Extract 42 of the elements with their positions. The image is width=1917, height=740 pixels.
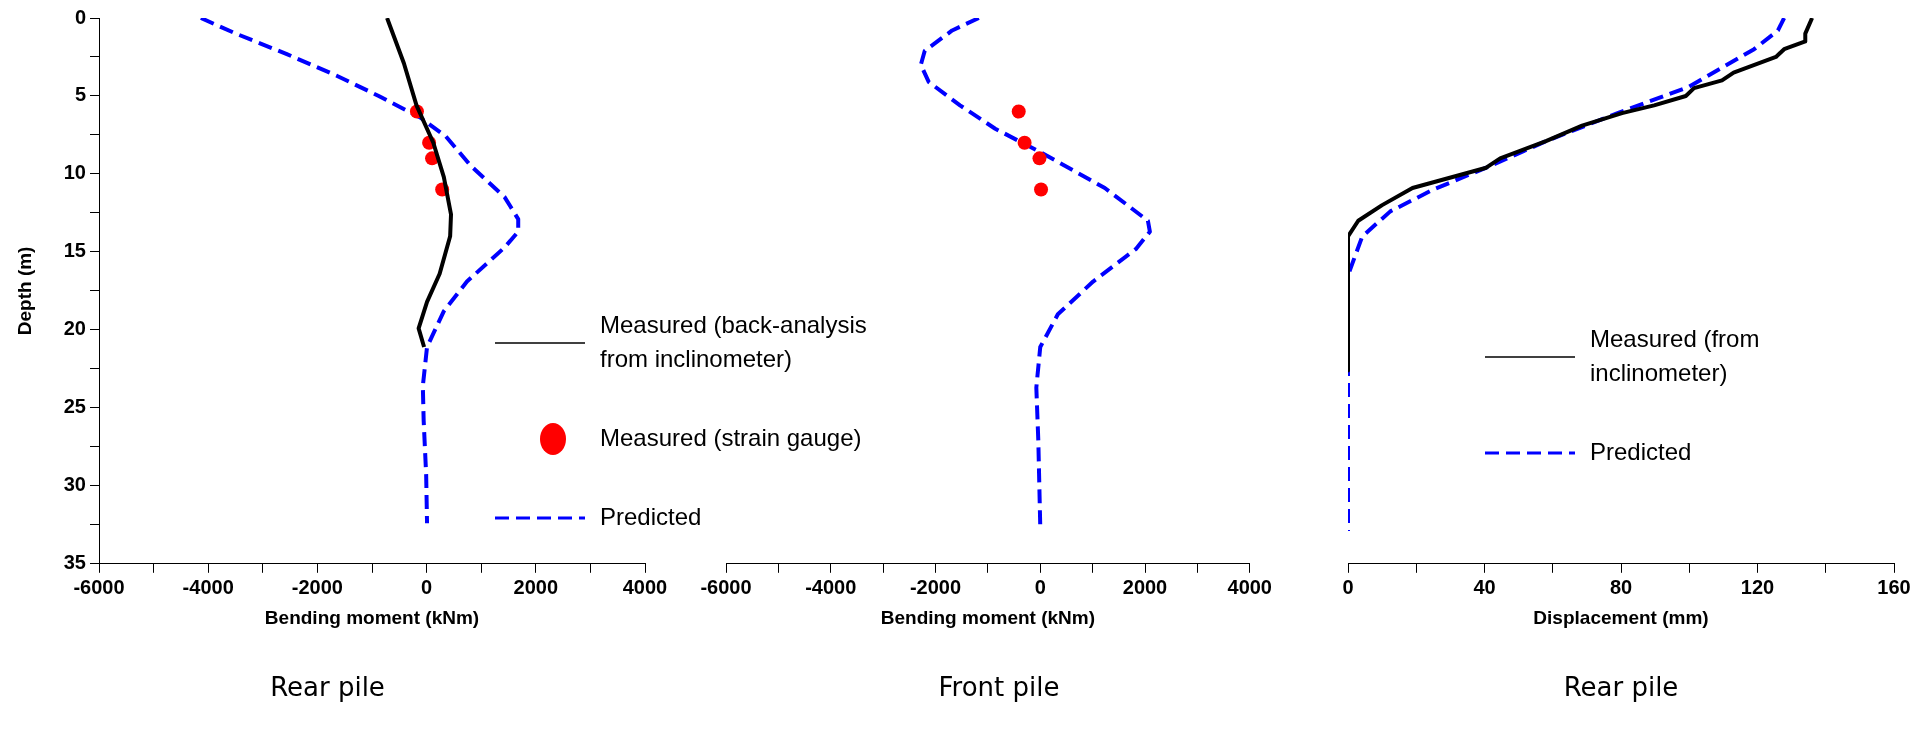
x-tick-label: 4000 xyxy=(622,576,668,599)
x-tick-label: -2000 xyxy=(909,576,962,599)
x-axis-title: Displacement (mm) xyxy=(1533,606,1709,628)
y-tick-label: 30 xyxy=(63,473,86,496)
x-tick-label: -6000 xyxy=(700,576,752,599)
y-axis-title: Depth (m) xyxy=(13,246,35,336)
x-tick-label: 40 xyxy=(1473,576,1496,599)
legend-label: Measured (strain gauge) xyxy=(600,423,862,451)
x-tick-label: -2000 xyxy=(291,576,343,599)
point xyxy=(1032,151,1047,166)
x-tick-label: 2000 xyxy=(513,576,559,599)
line-series xyxy=(198,18,521,526)
x-tick-label: -4000 xyxy=(805,576,857,599)
x-tick-label: 0 xyxy=(1034,576,1046,599)
legend-label: Measured (from inclinometer) xyxy=(1590,324,1760,386)
x-tick-label: 160 xyxy=(1877,576,1911,599)
x-axis-title: Bending moment (kNm) xyxy=(880,606,1096,628)
y-tick-label: 0 xyxy=(74,5,86,28)
y-tick-label: 10 xyxy=(63,161,86,184)
point xyxy=(1034,182,1049,197)
y-tick-label: 15 xyxy=(63,239,86,262)
y-tick-label: 25 xyxy=(63,395,86,418)
point xyxy=(1011,104,1026,119)
x-tick-label: 80 xyxy=(1609,576,1633,599)
point xyxy=(1017,135,1032,150)
x-tick-label: -6000 xyxy=(73,576,125,599)
y-tick-label: 20 xyxy=(63,317,86,340)
legend-label: Measured (back-analysis from inclinometer) xyxy=(600,310,867,372)
y-tick-label: 5 xyxy=(74,83,86,106)
x-tick-label: 0 xyxy=(421,576,433,599)
x-axis-title: Bending moment (kNm) xyxy=(264,606,480,628)
legend-label: Predicted xyxy=(600,502,702,530)
text: Front pile xyxy=(938,672,1060,703)
legend-label: Predicted xyxy=(1590,437,1692,465)
x-tick-label: 120 xyxy=(1740,576,1775,599)
text: Rear pile xyxy=(1563,672,1679,703)
x-tick-label: -4000 xyxy=(182,576,234,599)
text: Rear pile xyxy=(270,672,385,703)
y-tick-label: 35 xyxy=(63,551,86,574)
x-tick-label: 0 xyxy=(1342,576,1354,599)
x-tick-label: 4000 xyxy=(1227,576,1272,599)
x-tick-label: 2000 xyxy=(1122,576,1168,599)
